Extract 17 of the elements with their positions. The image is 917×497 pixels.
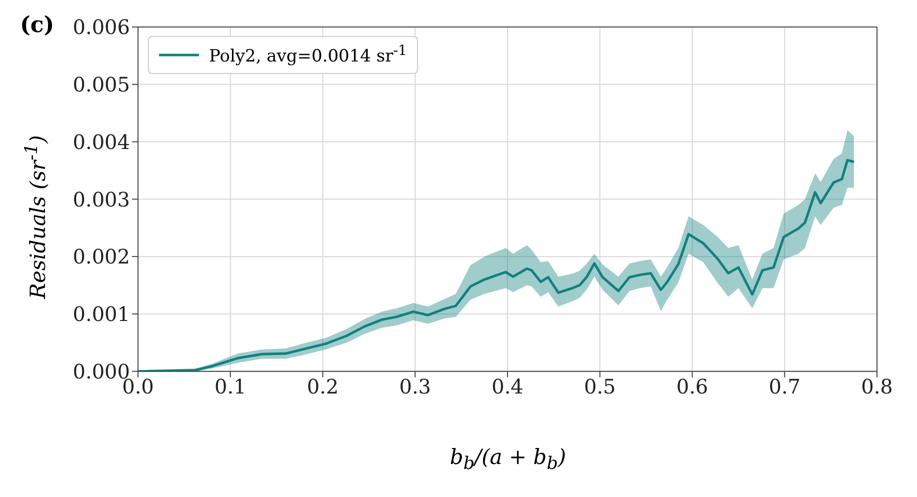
x-tick-label: 0.1 <box>214 374 246 399</box>
x-tick-label: 0.7 <box>768 374 801 399</box>
y-tick-label: 0.003 <box>72 187 130 212</box>
x-tick-label: 0.8 <box>861 374 893 399</box>
y-tick-label: 0.002 <box>72 244 130 269</box>
y-tick-label: 0.004 <box>72 130 130 154</box>
legend-label: Poly2, avg=0.0014 sr$^{-1}$ <box>209 43 408 67</box>
x-tick-label: 0.2 <box>306 374 339 399</box>
x-tick-label: 0.6 <box>676 374 708 399</box>
text: (c) <box>20 12 54 38</box>
x-tick-label: 0.5 <box>584 374 616 399</box>
x-axis-title: b$_{b}$/(a + b$_{b}$) <box>448 445 568 474</box>
y-tick-label: 0.001 <box>72 302 130 326</box>
x-tick-label: 0.3 <box>399 374 432 399</box>
y-tick-label: 0.006 <box>72 15 130 40</box>
x-tick-label: 0.4 <box>492 374 524 399</box>
y-tick-label: 0.005 <box>72 72 130 96</box>
